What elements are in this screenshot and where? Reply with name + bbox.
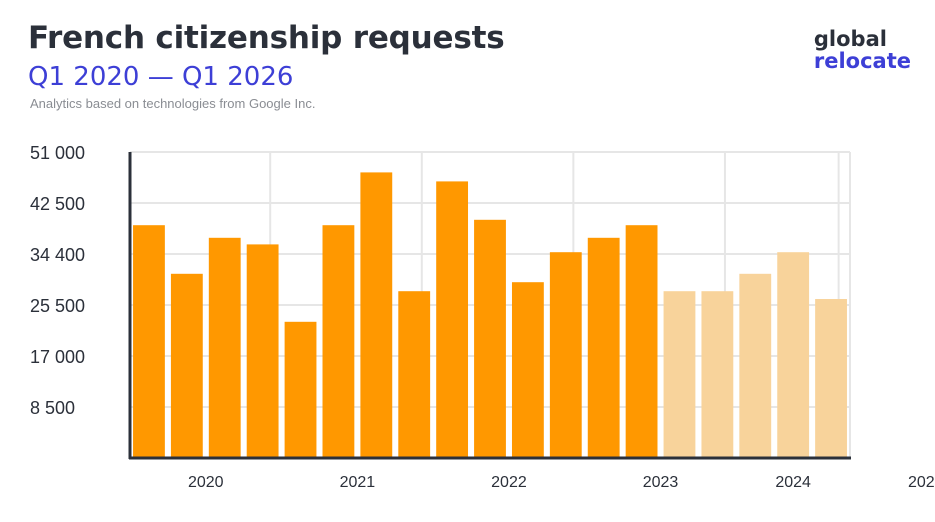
y-tick-label: 25 500 — [30, 296, 85, 316]
y-tick-label: 51 000 — [30, 143, 85, 163]
logo-line-2: relocate — [813, 49, 911, 73]
y-axis-ticks: 8 500 17 000 25 500 34 400 42 500 51 000 — [30, 143, 85, 418]
brand-logo[interactable]: global relocate — [814, 28, 911, 72]
y-tick-label: 42 500 — [30, 194, 85, 214]
chart-subtitle: Q1 2020 — Q1 2026 — [28, 62, 294, 92]
y-tick-label: 34 400 — [30, 245, 85, 265]
axes — [128, 152, 851, 460]
bar — [587, 237, 620, 458]
chart-title: French citizenship requests — [28, 20, 505, 56]
bar — [625, 225, 658, 458]
x-tick-label: 2024 — [775, 474, 811, 491]
bar-forecast — [663, 291, 696, 458]
x-axis-ticks: 2020 2021 2022 2023 2024 2025 — [188, 474, 935, 491]
bar — [511, 282, 544, 458]
y-tick-label: 8 500 — [30, 398, 75, 418]
bar — [436, 181, 469, 458]
bar — [170, 273, 203, 458]
x-tick-label: 2020 — [188, 474, 224, 491]
bar — [360, 172, 393, 458]
x-tick-label: 2023 — [643, 474, 679, 491]
logo-line-1: global — [813, 27, 887, 51]
bar — [208, 237, 241, 458]
bar — [398, 291, 431, 458]
bar — [133, 225, 165, 458]
bar — [549, 252, 582, 458]
bar-forecast — [777, 252, 810, 458]
bar-forecast — [739, 273, 772, 458]
source-note: Analytics based on technologies from Goo… — [30, 96, 316, 111]
bars-group — [133, 172, 847, 458]
bar — [474, 219, 506, 458]
bar — [322, 225, 355, 458]
x-tick-label: 2022 — [491, 474, 527, 491]
x-tick-label: 2021 — [340, 474, 376, 491]
bar — [284, 321, 317, 458]
bar — [246, 244, 279, 458]
x-tick-label: 2025 — [908, 474, 935, 491]
y-tick-label: 17 000 — [30, 347, 85, 367]
bar-forecast — [701, 291, 734, 458]
bar-forecast — [815, 299, 847, 458]
